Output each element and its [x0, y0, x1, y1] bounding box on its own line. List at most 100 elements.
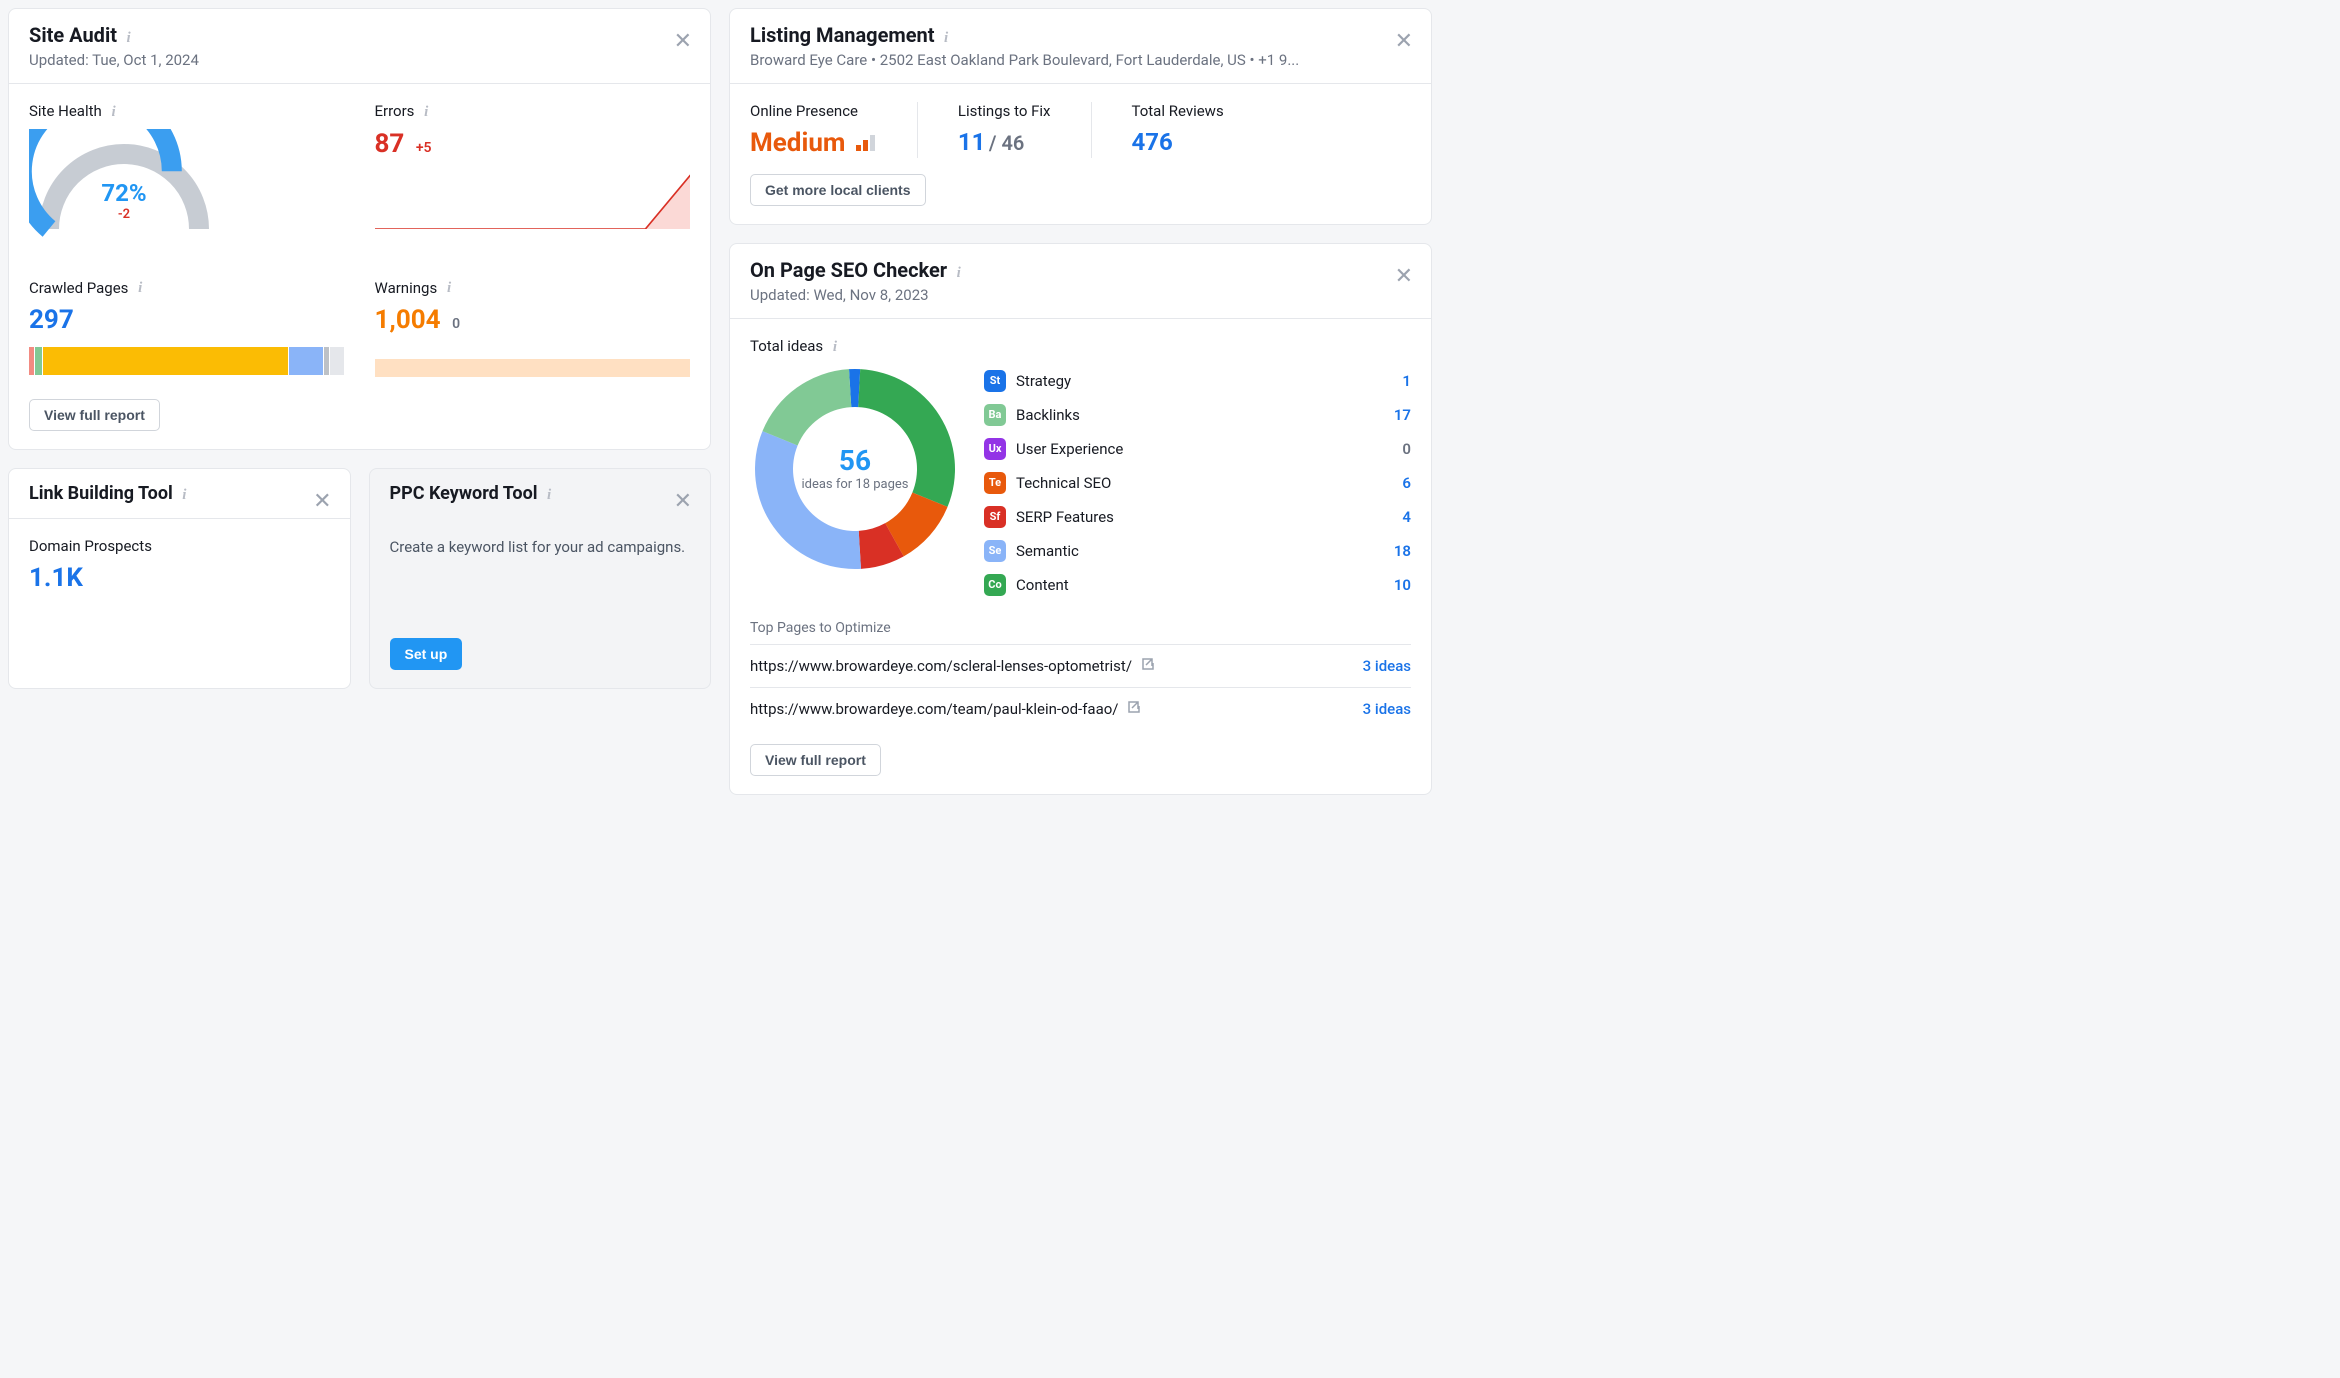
legend-value[interactable]: 4	[1402, 508, 1411, 526]
to-fix-total: / 46	[989, 131, 1024, 155]
legend-badge-icon: St	[984, 370, 1006, 392]
info-icon[interactable]: i	[126, 30, 130, 47]
legend-value[interactable]: 17	[1394, 406, 1411, 424]
close-icon[interactable]: ✕	[1395, 266, 1413, 288]
ideas-donut-chart: 56 ideas for 18 pages	[750, 364, 960, 574]
top-page-ideas[interactable]: 3 ideas	[1363, 657, 1411, 675]
crawled-pages-bar	[29, 347, 345, 375]
site-audit-header: Site Audit i ✕ Updated: Tue, Oct 1, 2024	[9, 9, 710, 84]
legend-badge-icon: Te	[984, 472, 1006, 494]
legend-row[interactable]: SfSERP Features4	[984, 500, 1411, 534]
external-link-icon[interactable]	[1140, 657, 1154, 675]
warnings-label: Warnings	[375, 279, 438, 297]
crawled-segment	[330, 347, 344, 375]
legend-label: Backlinks	[1016, 406, 1394, 424]
ppc-keyword-card: PPC Keyword Tool i ✕ Create a keyword li…	[369, 468, 712, 689]
legend-label: Content	[1016, 576, 1394, 594]
warnings-value: 1,004	[375, 305, 441, 335]
legend-row[interactable]: Co Content10	[984, 568, 1411, 602]
link-building-title: Link Building Tool	[29, 483, 173, 504]
view-full-report-button[interactable]: View full report	[750, 744, 881, 776]
legend-row[interactable]: SeSemantic18	[984, 534, 1411, 568]
external-link-icon[interactable]	[1126, 700, 1140, 718]
info-icon[interactable]: i	[182, 487, 186, 504]
crawled-label: Crawled Pages	[29, 279, 128, 297]
crawled-segment	[35, 347, 43, 375]
legend-label: User Experience	[1016, 440, 1402, 458]
legend-value[interactable]: 6	[1402, 474, 1411, 492]
legend-row[interactable]: St Strategy1	[984, 364, 1411, 398]
info-icon[interactable]: i	[833, 339, 837, 356]
signal-bars-icon	[855, 133, 877, 155]
errors-delta: +5	[416, 140, 432, 156]
warnings-bar	[375, 359, 691, 377]
crawled-segment	[29, 347, 34, 375]
domain-prospects-value: 1.1K	[29, 563, 330, 593]
legend-value[interactable]: 18	[1394, 542, 1411, 560]
view-full-report-button[interactable]: View full report	[29, 399, 160, 431]
setup-button[interactable]: Set up	[390, 638, 463, 670]
listing-management-card: Listing Management i ✕ Broward Eye Care …	[729, 8, 1432, 225]
close-icon[interactable]: ✕	[674, 31, 692, 53]
info-icon[interactable]: i	[138, 280, 142, 297]
crawled-segment	[289, 347, 323, 375]
site-audit-updated: Updated: Tue, Oct 1, 2024	[29, 51, 690, 69]
total-ideas-value: 56	[839, 444, 871, 477]
close-icon[interactable]: ✕	[313, 491, 331, 513]
total-ideas-label: Total ideas	[750, 337, 823, 355]
top-pages-label: Top Pages to Optimize	[750, 620, 1411, 636]
info-icon[interactable]: i	[547, 487, 551, 504]
legend-row[interactable]: Te Technical SEO6	[984, 466, 1411, 500]
domain-prospects-label: Domain Prospects	[29, 537, 330, 555]
legend-badge-icon: Co	[984, 574, 1006, 596]
link-building-header: Link Building Tool i ✕	[9, 469, 350, 519]
listings-to-fix-cell: Listings to Fix 11 / 46	[958, 102, 1092, 158]
errors-label: Errors	[375, 102, 415, 120]
legend-value[interactable]: 10	[1394, 576, 1411, 594]
top-page-row: https://www.browardeye.com/scleral-lense…	[750, 644, 1411, 687]
get-local-clients-button[interactable]: Get more local clients	[750, 174, 926, 206]
legend-label: Technical SEO	[1016, 474, 1402, 492]
online-presence-cell: Online Presence Medium	[750, 102, 918, 158]
ppc-header: PPC Keyword Tool i ✕	[370, 469, 711, 518]
top-page-ideas[interactable]: 3 ideas	[1363, 700, 1411, 718]
total-ideas-sub: ideas for 18 pages	[801, 477, 908, 494]
legend-row[interactable]: Ba Backlinks17	[984, 398, 1411, 432]
info-icon[interactable]: i	[957, 265, 961, 282]
info-icon[interactable]: i	[424, 104, 428, 121]
legend-badge-icon: Ba	[984, 404, 1006, 426]
close-icon[interactable]: ✕	[674, 491, 692, 513]
site-audit-title: Site Audit	[29, 23, 117, 47]
crawled-segment	[324, 347, 329, 375]
seo-checker-card: On Page SEO Checker i ✕ Updated: Wed, No…	[729, 243, 1432, 795]
listing-subtitle: Broward Eye Care • 2502 East Oakland Par…	[750, 51, 1411, 69]
to-fix-value[interactable]: 11	[958, 128, 986, 156]
info-icon[interactable]: i	[112, 104, 116, 121]
legend-badge-icon: Ux	[984, 438, 1006, 460]
site-health-block: Site Health i 72% -2	[29, 102, 345, 239]
legend-label: Strategy	[1016, 372, 1402, 390]
to-fix-label: Listings to Fix	[958, 102, 1051, 120]
seo-checker-updated: Updated: Wed, Nov 8, 2023	[750, 286, 1411, 304]
site-health-label: Site Health	[29, 102, 102, 120]
ideas-legend: St Strategy1 Ba Backlinks17 Ux User Experienc…	[984, 364, 1411, 602]
top-page-row: https://www.browardeye.com/team/paul-kle…	[750, 687, 1411, 730]
seo-checker-title: On Page SEO Checker	[750, 258, 947, 282]
reviews-label: Total Reviews	[1132, 102, 1224, 120]
site-health-value: 72%	[29, 179, 219, 207]
legend-value[interactable]: 1	[1402, 372, 1411, 390]
site-health-gauge: 72% -2	[29, 129, 219, 239]
online-presence-label: Online Presence	[750, 102, 877, 120]
reviews-value[interactable]: 476	[1132, 128, 1173, 156]
top-page-url[interactable]: https://www.browardeye.com/scleral-lense…	[750, 657, 1154, 675]
info-icon[interactable]: i	[447, 280, 451, 297]
legend-row[interactable]: UxUser Experience0	[984, 432, 1411, 466]
online-presence-value: Medium	[750, 128, 845, 158]
close-icon[interactable]: ✕	[1395, 31, 1413, 53]
warnings-delta: 0	[452, 316, 460, 332]
errors-block: Errors i 87 +5	[375, 102, 691, 239]
info-icon[interactable]: i	[944, 30, 948, 47]
top-page-url[interactable]: https://www.browardeye.com/team/paul-kle…	[750, 700, 1140, 718]
crawled-segment	[43, 347, 288, 375]
crawled-value: 297	[29, 305, 345, 335]
